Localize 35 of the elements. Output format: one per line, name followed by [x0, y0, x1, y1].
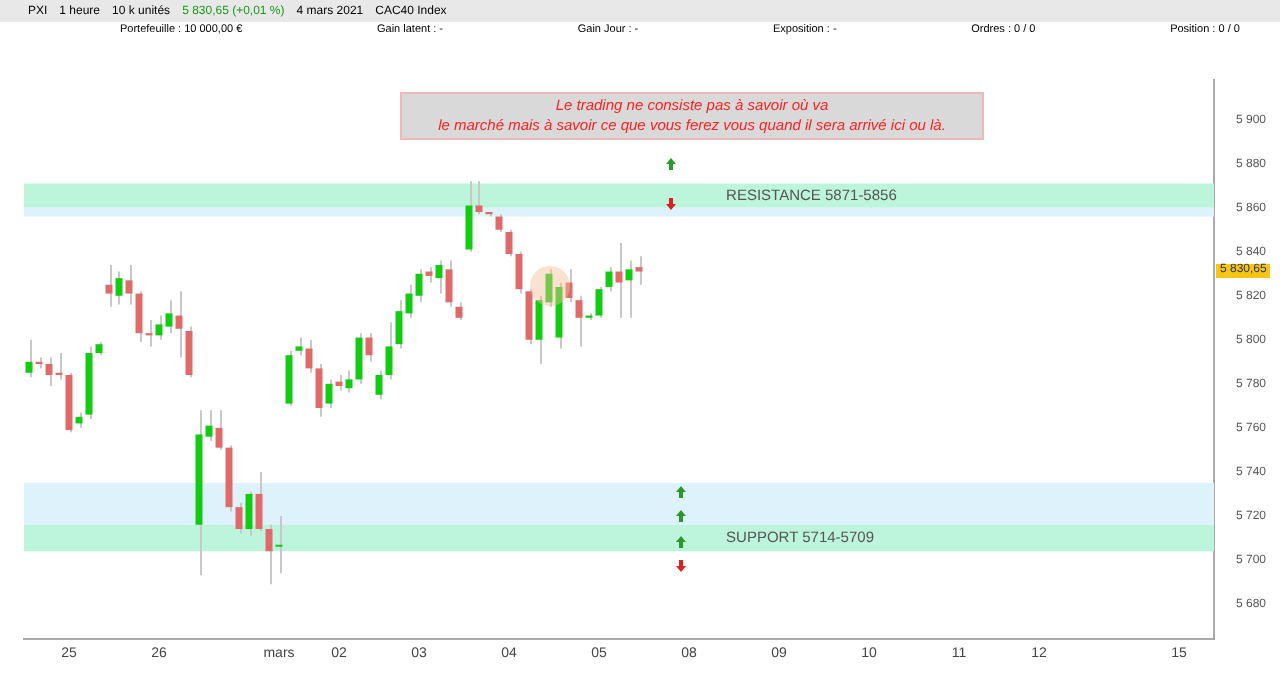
candlestick — [105, 263, 113, 308]
candlestick — [25, 338, 33, 379]
candlestick — [125, 263, 133, 306]
candlestick — [175, 290, 183, 359]
candlestick — [365, 332, 373, 363]
candlestick — [215, 409, 223, 451]
candlestick — [315, 363, 323, 418]
candlestick — [305, 338, 313, 374]
candlestick — [275, 514, 283, 575]
candlestick — [235, 501, 243, 535]
candlestick — [435, 259, 443, 295]
candlestick — [475, 180, 483, 216]
candlestick — [145, 318, 153, 348]
candlestick — [115, 270, 123, 306]
candlestick — [325, 378, 333, 410]
candlestick — [135, 290, 143, 343]
candlestick — [505, 228, 513, 258]
candlestick — [255, 470, 263, 533]
candlestick — [565, 268, 573, 304]
candlestick — [605, 266, 613, 293]
candlestick — [265, 523, 273, 586]
candlestick — [595, 285, 603, 319]
candlestick — [185, 325, 193, 379]
candlestick — [345, 369, 353, 394]
candlestick — [615, 241, 623, 319]
candlestick — [385, 321, 393, 381]
candlestick — [515, 250, 523, 295]
candlestick — [245, 490, 253, 537]
candlestick — [625, 259, 633, 319]
candlestick — [635, 255, 643, 286]
candlestick — [445, 259, 453, 308]
candlestick — [355, 332, 363, 385]
candlestick — [375, 369, 383, 401]
candlestick — [575, 294, 583, 348]
candlestick — [465, 180, 473, 253]
